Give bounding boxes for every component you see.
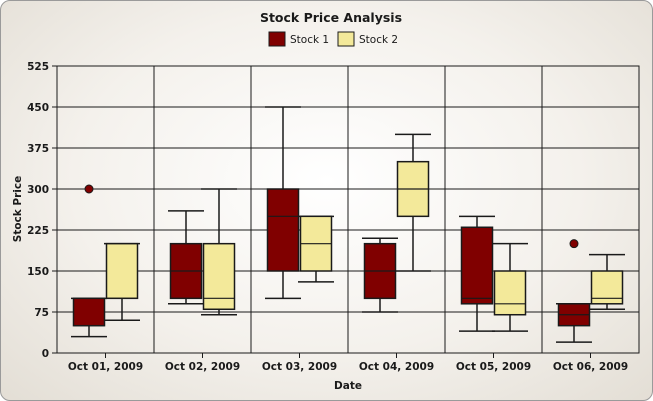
box-2-3 <box>298 215 334 283</box>
legend-swatch-stock-2 <box>337 31 355 47</box>
box-2-1 <box>104 242 140 321</box>
x-axis-ticks: Oct 01, 2009 Oct 02, 2009 Oct 03, 2009 Oct … <box>68 353 628 373</box>
y-axis-ticks: 0 75 150 225 300 375 450 525 <box>27 61 57 360</box>
box-2-6 <box>589 253 625 311</box>
outlier-point <box>84 184 94 194</box>
box-body <box>202 242 236 311</box>
y-tick-label: 75 <box>34 307 49 319</box>
y-tick-label: 375 <box>27 143 49 155</box>
box-1-4 <box>362 237 398 313</box>
box-2-2 <box>201 188 237 316</box>
x-tick-label: Oct 03, 2009 <box>262 361 337 373</box>
box-body <box>105 242 139 300</box>
x-tick-label: Oct 04, 2009 <box>359 361 434 373</box>
x-tick-label: Oct 01, 2009 <box>68 361 143 373</box>
y-tick-label: 450 <box>27 102 49 114</box>
y-axis-label: Stock Price <box>12 176 24 242</box>
chart-title: Stock Price Analysis <box>260 10 402 25</box>
box-body <box>460 226 494 305</box>
box-1-1 <box>71 184 107 338</box>
legend-label-stock-1: Stock 1 <box>290 34 329 46</box>
box-2-4 <box>395 133 431 272</box>
legend: Stock 1 Stock 2 <box>268 31 398 47</box>
box-series <box>71 106 625 343</box>
x-tick-label: Oct 05, 2009 <box>456 361 531 373</box>
box-body <box>493 270 527 316</box>
legend-swatch-stock-1 <box>268 31 286 47</box>
grid-lines <box>57 66 639 353</box>
box-body <box>72 297 106 327</box>
y-tick-label: 0 <box>42 348 49 360</box>
outlier-point <box>569 239 579 249</box>
legend-label-stock-2: Stock 2 <box>359 34 398 46</box>
box-2-5 <box>492 242 528 332</box>
x-tick-label: Oct 06, 2009 <box>553 361 628 373</box>
box-1-2 <box>168 210 204 305</box>
box-1-5 <box>459 215 495 332</box>
box-body <box>266 188 300 272</box>
y-tick-label: 225 <box>27 225 49 237</box>
box-1-6 <box>556 239 592 343</box>
x-tick-label: Oct 02, 2009 <box>165 361 240 373</box>
y-tick-label: 300 <box>27 184 49 196</box>
box-1-3 <box>265 106 301 300</box>
x-axis-label: Date <box>334 380 362 392</box>
y-tick-label: 150 <box>27 266 49 278</box>
y-tick-label: 525 <box>27 61 49 73</box>
